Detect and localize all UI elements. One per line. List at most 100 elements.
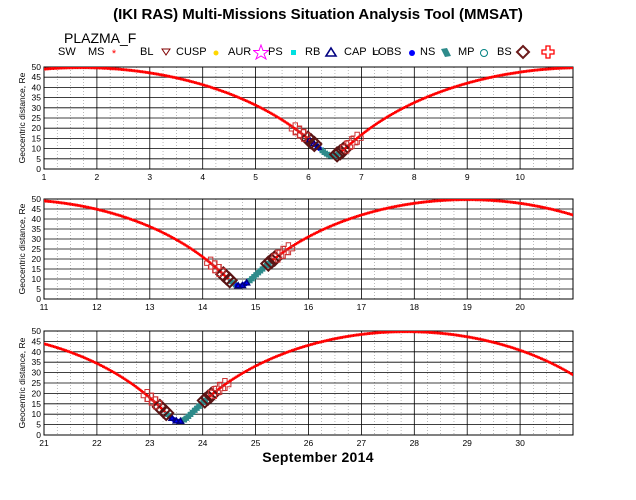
blue-dot-icon bbox=[404, 44, 420, 63]
y-tick-label: 25 bbox=[32, 378, 42, 388]
y-axis-label: Geocentric distance, Re bbox=[17, 337, 27, 428]
diamond-icon bbox=[515, 44, 531, 63]
trajectory-point bbox=[570, 373, 573, 377]
legend-label: BS bbox=[497, 46, 512, 58]
mission-name: PLAZMA_F bbox=[64, 30, 137, 46]
y-tick-label: 20 bbox=[32, 123, 42, 133]
x-tick-label: 29 bbox=[462, 438, 472, 448]
cross-point bbox=[218, 378, 232, 392]
x-tick-label: 18 bbox=[410, 302, 420, 312]
x-tick-label: 20 bbox=[515, 302, 525, 312]
x-tick-label: 13 bbox=[145, 302, 155, 312]
bs-point bbox=[202, 386, 220, 404]
x-tick-label: 28 bbox=[410, 438, 420, 448]
rb-point bbox=[233, 281, 243, 289]
trajectory-point bbox=[570, 67, 573, 70]
cross-point bbox=[350, 131, 364, 145]
y-tick-label: 5 bbox=[36, 284, 41, 294]
x-tick-label: 2 bbox=[95, 172, 100, 182]
rb-point bbox=[171, 416, 181, 424]
legend-label: SW bbox=[58, 46, 76, 58]
x-tick-label: 10 bbox=[515, 172, 525, 182]
x-tick-label: 3 bbox=[147, 172, 152, 182]
y-tick-label: 30 bbox=[32, 234, 42, 244]
legend-label: CUSP bbox=[176, 46, 207, 58]
x-tick-label: 9 bbox=[465, 172, 470, 182]
chart-title: (IKI RAS) Multi-Missions Situation Analy… bbox=[113, 6, 523, 23]
x-tick-label: 21 bbox=[39, 438, 49, 448]
y-tick-label: 25 bbox=[32, 113, 42, 123]
triangle-down-icon bbox=[158, 44, 174, 63]
x-tick-label: 27 bbox=[357, 438, 367, 448]
x-tick-label: 15 bbox=[251, 302, 261, 312]
triangle-up-icon bbox=[323, 44, 339, 63]
y-tick-label: 50 bbox=[32, 62, 42, 72]
x-tick-label: 23 bbox=[145, 438, 155, 448]
small-square-icon bbox=[369, 44, 385, 63]
cross-point bbox=[149, 396, 163, 410]
x-tick-label: 30 bbox=[515, 438, 525, 448]
x-tick-label: 14 bbox=[198, 302, 208, 312]
bs-point bbox=[305, 135, 323, 153]
x-tick-label: 12 bbox=[92, 302, 102, 312]
bs-point bbox=[334, 141, 352, 159]
y-axis-label: Geocentric distance, Re bbox=[17, 203, 27, 294]
plot-frame bbox=[43, 330, 574, 436]
legend-label: NS bbox=[420, 46, 436, 58]
cross-point bbox=[213, 381, 227, 395]
teal-marker-icon bbox=[438, 44, 454, 63]
y-tick-label: 40 bbox=[32, 82, 42, 92]
legend-label: MS bbox=[88, 46, 105, 58]
svg-text:*: * bbox=[112, 48, 117, 60]
y-tick-label: 35 bbox=[32, 357, 42, 367]
y-tick-label: 40 bbox=[32, 347, 42, 357]
cross-point bbox=[212, 263, 226, 277]
y-tick-label: 15 bbox=[32, 264, 42, 274]
y-tick-label: 5 bbox=[36, 420, 41, 430]
y-axis-label: Geocentric distance, Re bbox=[17, 72, 27, 163]
x-tick-label: 4 bbox=[200, 172, 205, 182]
y-tick-label: 0 bbox=[36, 164, 41, 174]
x-tick-label: 1 bbox=[42, 172, 47, 182]
red-star-icon: * bbox=[106, 44, 122, 63]
y-tick-label: 35 bbox=[32, 93, 42, 103]
y-tick-label: 45 bbox=[32, 72, 42, 82]
bs-point bbox=[221, 271, 239, 289]
y-tick-label: 20 bbox=[32, 254, 42, 264]
magenta-star-icon bbox=[252, 43, 270, 63]
legend-label: CAP bbox=[344, 46, 367, 58]
y-tick-label: 50 bbox=[32, 326, 42, 336]
region-markers bbox=[288, 122, 364, 163]
y-tick-label: 30 bbox=[32, 368, 42, 378]
region-markers bbox=[140, 378, 232, 425]
y-tick-label: 15 bbox=[32, 133, 42, 143]
y-tick-label: 10 bbox=[32, 274, 42, 284]
y-tick-label: 45 bbox=[32, 336, 42, 346]
cross-icon bbox=[540, 44, 556, 63]
rb-point bbox=[167, 413, 177, 422]
grid bbox=[43, 198, 574, 300]
y-tick-label: 15 bbox=[32, 399, 42, 409]
legend-label: BL bbox=[140, 46, 154, 58]
x-tick-label: 25 bbox=[251, 438, 261, 448]
legend-label: PS bbox=[268, 46, 283, 58]
trajectory-point bbox=[570, 213, 573, 217]
legend-label: AUR bbox=[228, 46, 252, 58]
y-tick-label: 0 bbox=[36, 430, 41, 440]
x-tick-label: 22 bbox=[92, 438, 102, 448]
x-tick-label: 6 bbox=[306, 172, 311, 182]
y-tick-label: 10 bbox=[32, 144, 42, 154]
cross-point bbox=[271, 249, 285, 263]
bs-point bbox=[266, 250, 284, 267]
y-tick-label: 10 bbox=[32, 409, 42, 419]
cross-point bbox=[281, 242, 295, 256]
x-tick-label: 5 bbox=[253, 172, 258, 182]
rb-point bbox=[176, 416, 185, 425]
y-tick-label: 35 bbox=[32, 224, 42, 234]
y-tick-label: 50 bbox=[32, 194, 42, 204]
y-tick-label: 40 bbox=[32, 214, 42, 224]
x-axis-label: September 2014 bbox=[262, 449, 374, 465]
legend-label: RB bbox=[305, 46, 321, 58]
